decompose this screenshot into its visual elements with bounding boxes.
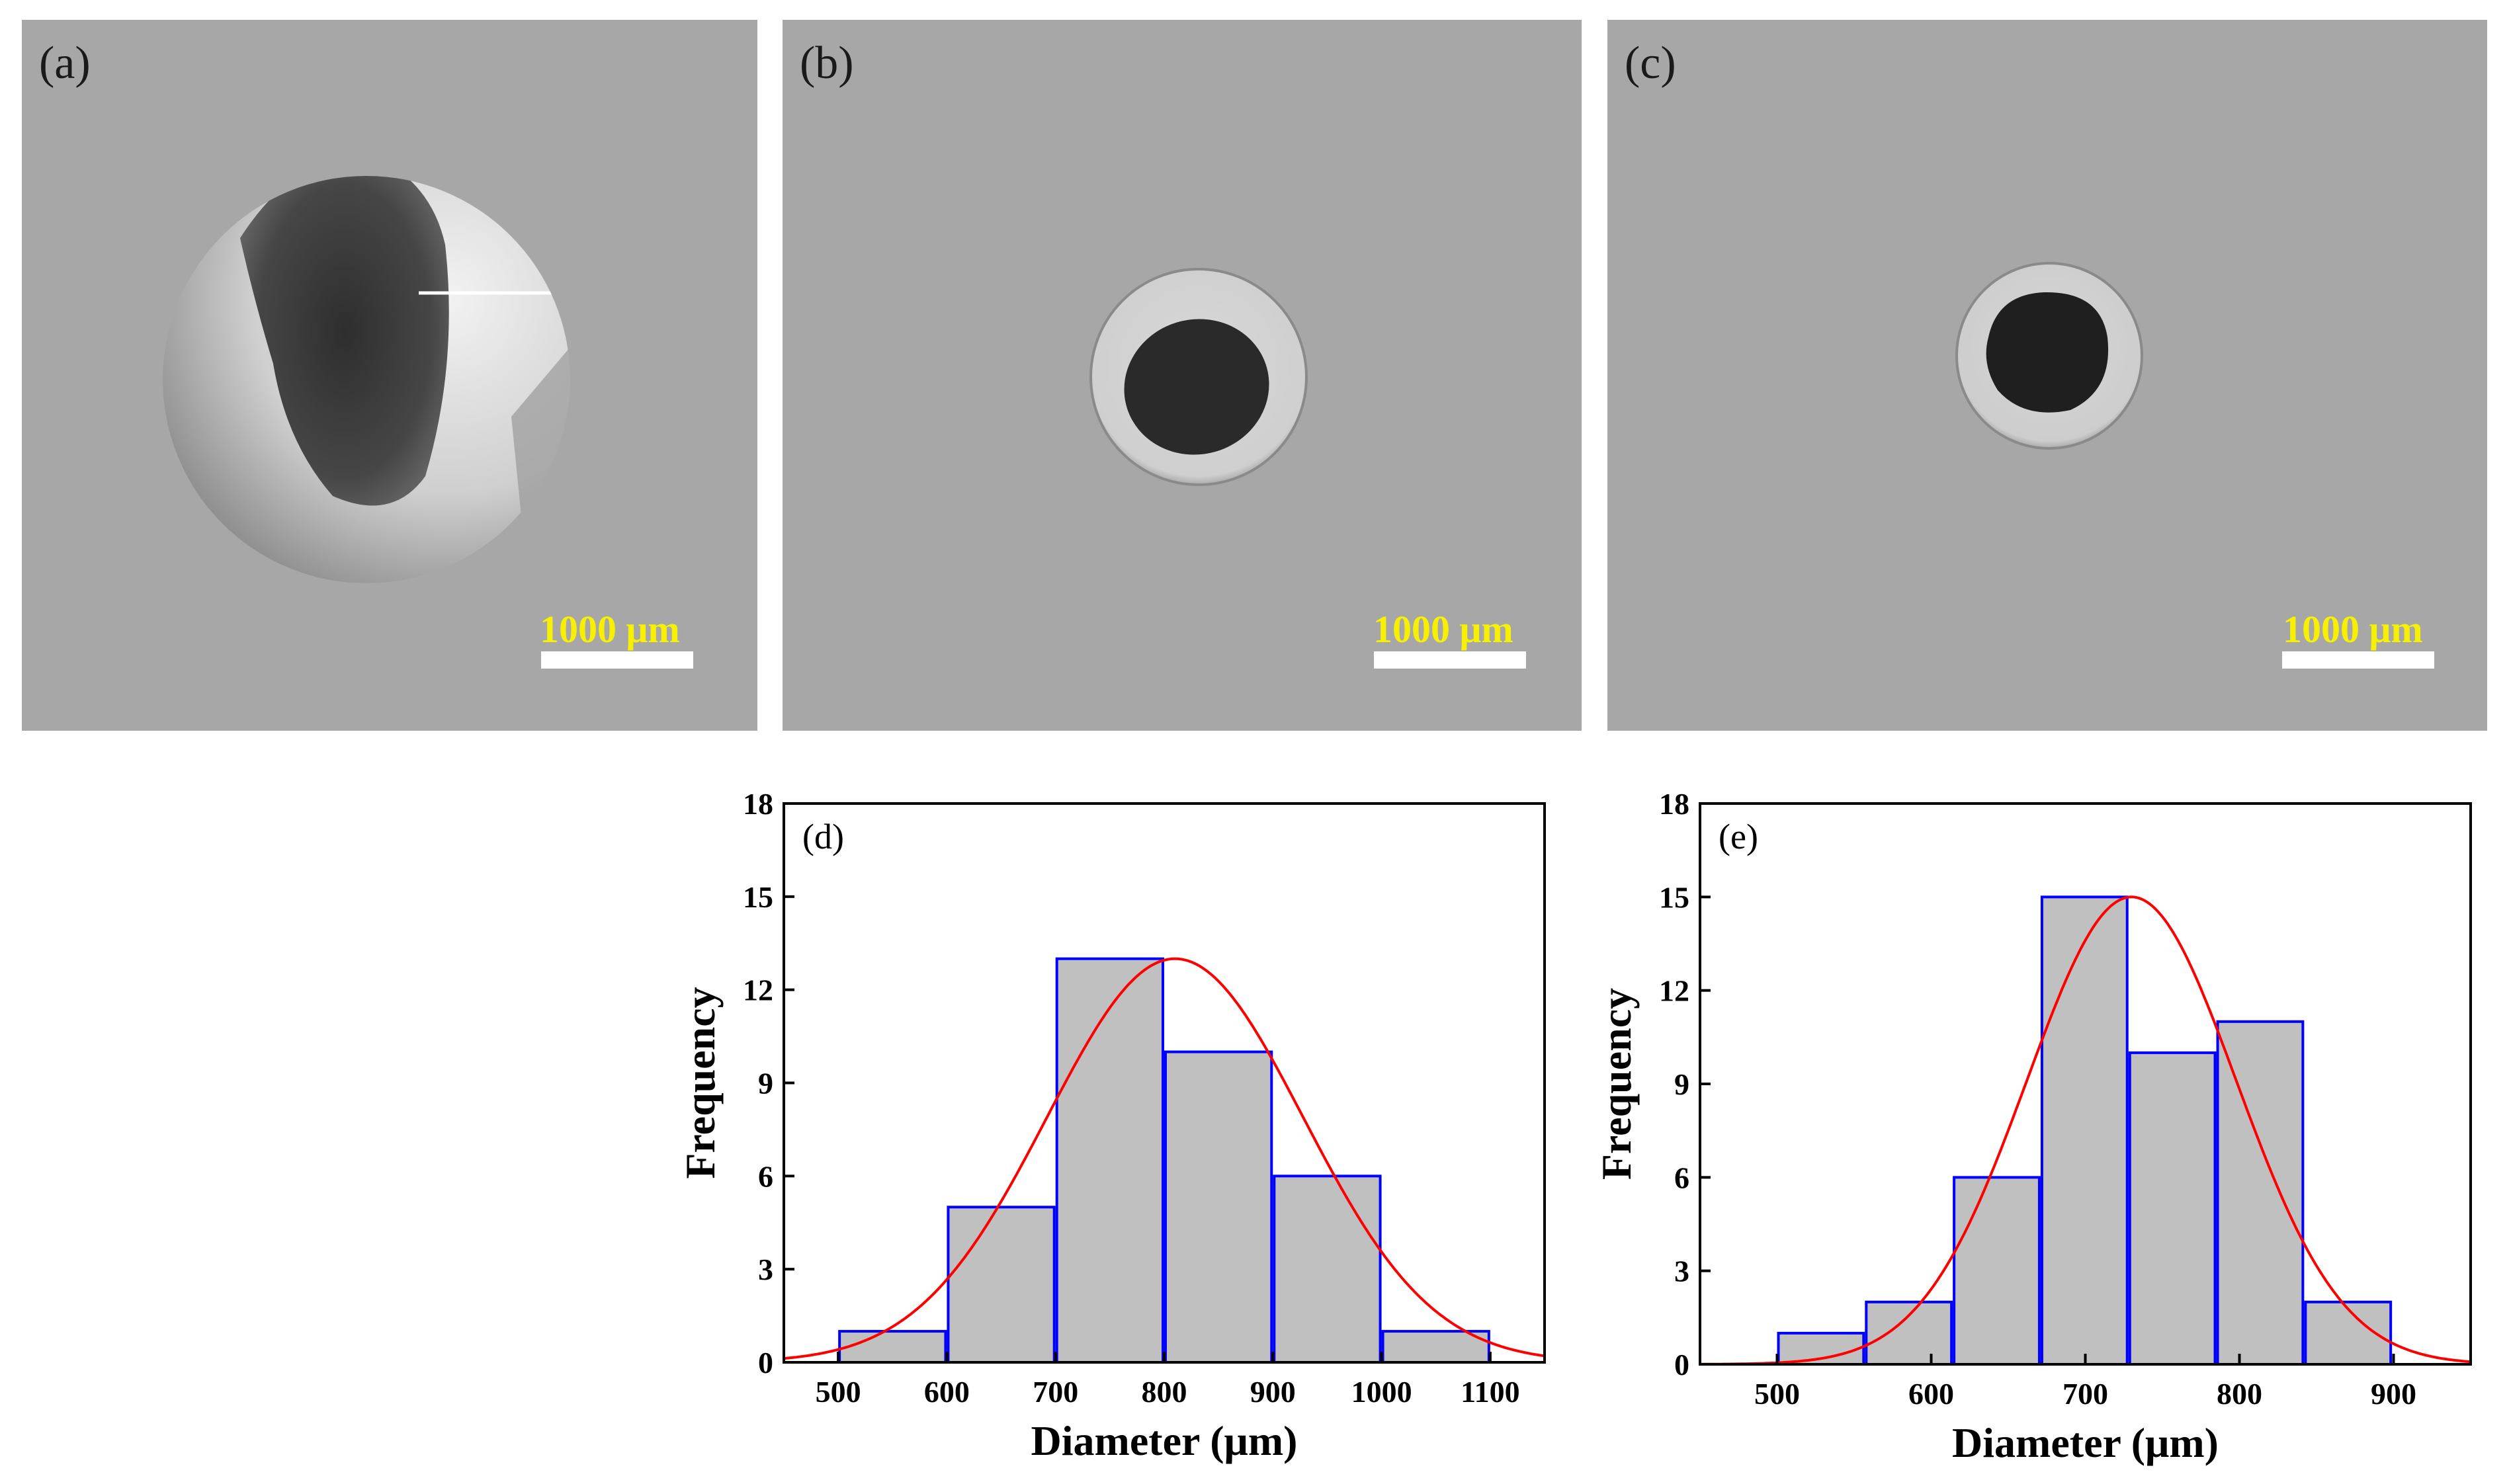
hist-e-xtick-label-600: 600 <box>1908 1377 1954 1411</box>
microsphere-image-b <box>1089 268 1308 486</box>
hist-e-ytick-label-6: 6 <box>1674 1161 1689 1194</box>
hist-d-xtick-label-700: 700 <box>1033 1375 1078 1409</box>
hist-e-bar-6 <box>2304 1300 2393 1366</box>
hist-e-bar-2 <box>1953 1176 2041 1366</box>
scale-bar-c <box>2282 651 2434 669</box>
hist-d-ytick-label-6: 6 <box>758 1159 773 1193</box>
scale-bar-label-a: 1000 μm <box>540 608 680 651</box>
hist-d-ytick-label-9: 9 <box>758 1067 773 1100</box>
hist-e-ytick-label-12: 12 <box>1659 974 1689 1008</box>
hist-e-xtick-label-500: 500 <box>1754 1377 1800 1411</box>
hist-d-panel-label: (d) <box>802 817 844 856</box>
panel-label-c: (c) <box>1625 38 1676 89</box>
hist-e-xtick-label-700: 700 <box>2062 1377 2108 1411</box>
histogram-e: 500 600 700 800 900 0 3 6 9 12 15 18 (e) Diameter (μm… <box>1601 787 2472 1466</box>
hist-d-fit-curve <box>783 957 1545 1360</box>
hist-d-ytick-label-3: 3 <box>758 1253 773 1286</box>
hist-e-panel-label: (e) <box>1719 817 1758 856</box>
hist-e-xtick-label-900: 900 <box>2371 1377 2416 1411</box>
hist-e-ytick-label-15: 15 <box>1659 880 1689 914</box>
hist-e-bar-5 <box>2216 1020 2305 1366</box>
hist-d-bar-0 <box>838 1330 947 1364</box>
hist-d-bar-3 <box>1164 1050 1273 1364</box>
hist-e-ytick-label-3: 3 <box>1674 1255 1689 1288</box>
hist-d-xtick-label-1000: 1000 <box>1351 1375 1412 1409</box>
hist-d-y-axis-label: Frequency <box>677 987 724 1178</box>
micrograph-panel-a: (a) 1000 μm <box>22 20 757 731</box>
hist-d-bar-5 <box>1381 1330 1490 1364</box>
hist-d-ytick-label-15: 15 <box>743 880 773 914</box>
histogram-d: 500 600 700 800 900 1000 1100 0 3 6 9 12 15 18 (d) Diam… <box>677 787 1546 1464</box>
scale-bar-label-c: 1000 μm <box>2283 608 2423 651</box>
hist-d-xtick-label-800: 800 <box>1142 1375 1187 1409</box>
micrograph-panel-b: (b) 1000 μm <box>783 20 1582 731</box>
hist-d-ytick-label-0: 0 <box>758 1346 773 1380</box>
panel-label-b: (b) <box>800 38 854 89</box>
hist-d-ytick-label-18: 18 <box>743 787 773 821</box>
hist-e-ytick-label-18: 18 <box>1659 787 1689 821</box>
hist-e-ytick-label-9: 9 <box>1674 1067 1689 1101</box>
hist-e-ytick-label-0: 0 <box>1674 1348 1689 1381</box>
scale-bar-label-b: 1000 μm <box>1373 608 1513 651</box>
hist-d-xtick-label-500: 500 <box>816 1375 861 1409</box>
hist-e-fit-curve <box>1699 895 2471 1366</box>
hist-e-xtick-label-800: 800 <box>2217 1377 2262 1411</box>
scale-bar-a <box>541 651 693 669</box>
hist-d-bar-2 <box>1055 957 1165 1364</box>
hist-d-bar-4 <box>1273 1175 1382 1364</box>
panel-label-a: (a) <box>39 38 91 89</box>
hist-d-xtick-label-1100: 1100 <box>1461 1375 1519 1409</box>
hist-d-xtick-label-600: 600 <box>924 1375 970 1409</box>
scale-bar-b <box>1374 651 1526 669</box>
hist-d-x-axis-label: Diameter (μm) <box>1031 1417 1298 1464</box>
microsphere-image-c <box>1955 262 2143 450</box>
hist-e-y-axis-label: Frequency <box>1601 988 1640 1180</box>
hist-e-bar-4 <box>2128 1051 2217 1366</box>
hist-e-bar-3 <box>2040 895 2129 1366</box>
hist-e-bar-1 <box>1865 1300 1953 1366</box>
microsphere-image-a <box>163 176 570 583</box>
micrograph-panel-c: (c) 1000 μm <box>1607 20 2487 731</box>
hist-d-ytick-label-12: 12 <box>743 973 773 1007</box>
hist-e-x-axis-label: Diameter (μm) <box>1952 1419 2219 1466</box>
hist-d-xtick-label-900: 900 <box>1250 1375 1296 1409</box>
hist-d-bar-1 <box>947 1206 1056 1364</box>
